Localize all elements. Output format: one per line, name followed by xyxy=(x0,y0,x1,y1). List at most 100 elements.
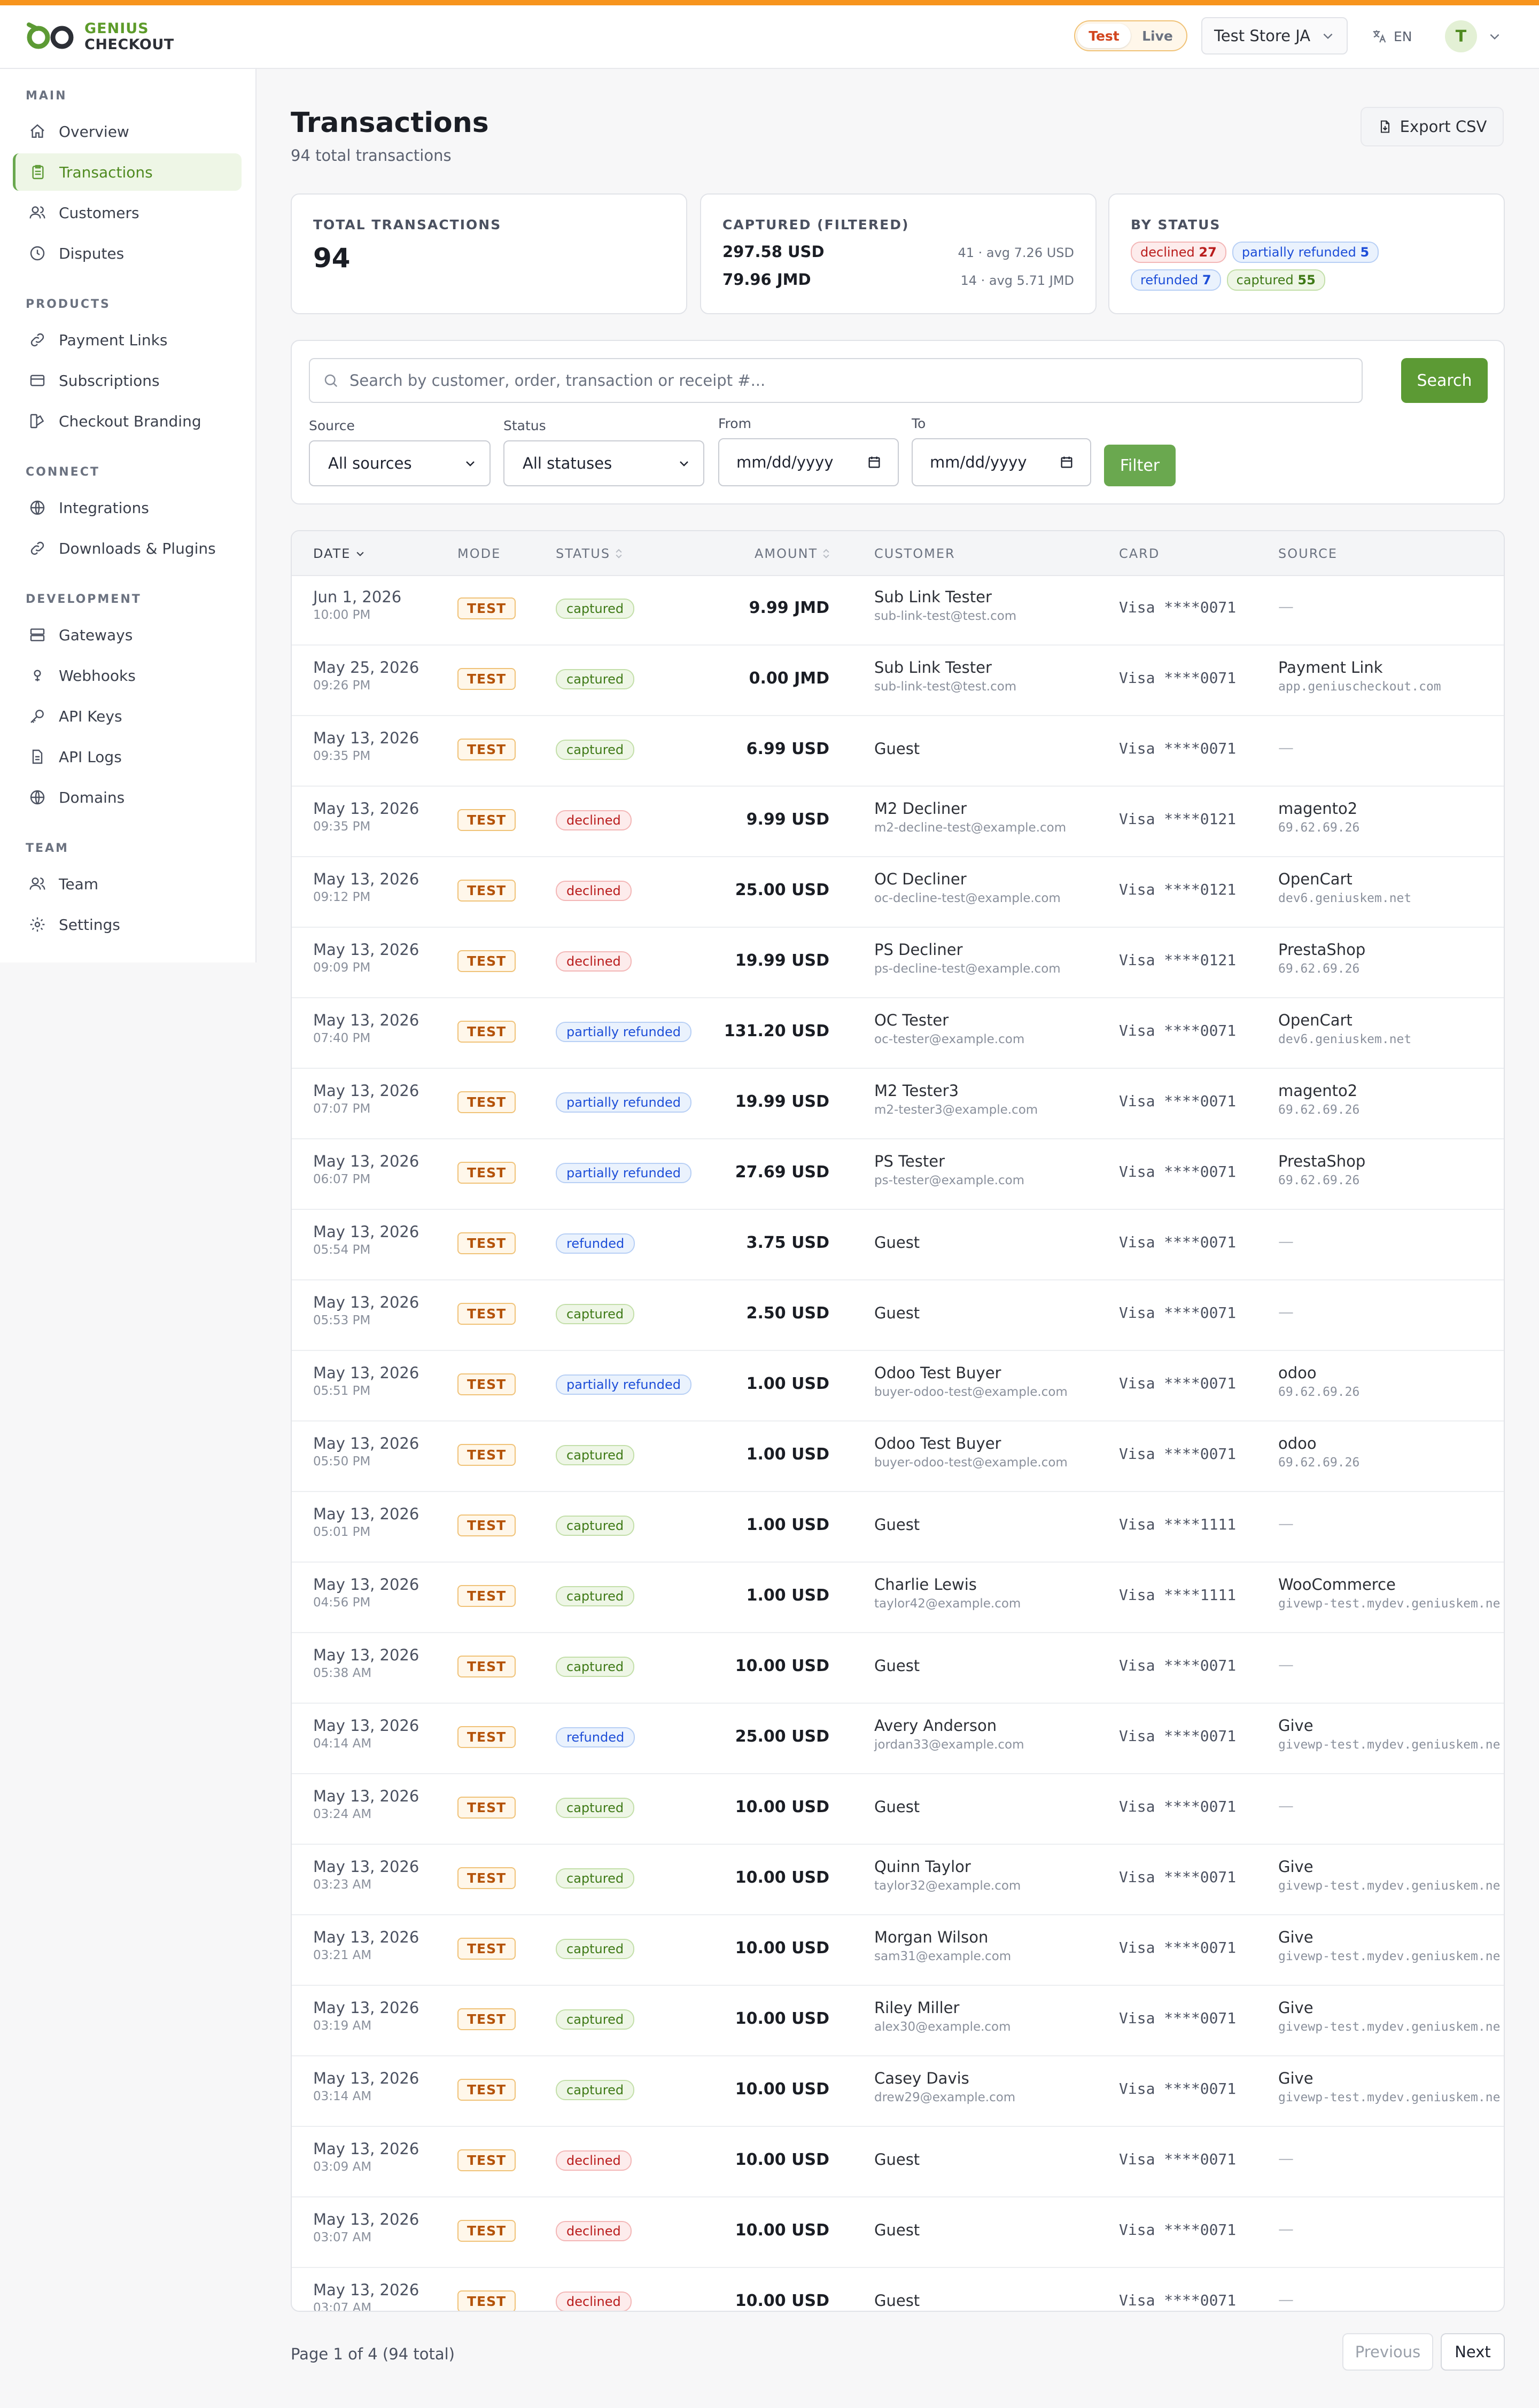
sidebar-item-label: Downloads & Plugins xyxy=(59,539,216,557)
sidebar-item-customers[interactable]: Customers xyxy=(13,194,242,231)
customer-cell: M2 Decliner m2-decline-test@example.com xyxy=(874,799,1066,835)
table-row[interactable]: May 13, 2026 05:54 PM TEST refunded 3.75 USD… xyxy=(292,1210,1504,1280)
table-row[interactable]: May 13, 2026 05:01 PM TEST captured 1.00 USD… xyxy=(292,1492,1504,1563)
sidebar-item-transactions[interactable]: Transactions xyxy=(13,153,242,191)
table-row[interactable]: May 13, 2026 05:53 PM TEST captured 2.50 USD… xyxy=(292,1280,1504,1351)
to-date-input[interactable]: mm/dd/yyyy xyxy=(912,438,1091,486)
sidebar-item-label: Team xyxy=(59,875,99,893)
table-row[interactable]: May 13, 2026 07:40 PM TEST partially refund… xyxy=(292,998,1504,1069)
export-csv-button[interactable]: Export CSV xyxy=(1361,107,1504,146)
transaction-date: May 13, 2026 xyxy=(313,2140,419,2158)
status-badge: declined xyxy=(556,2221,632,2241)
table-row[interactable]: May 13, 2026 03:14 AM TEST captured 10.00 US… xyxy=(292,2056,1504,2127)
status-badge: declined xyxy=(556,2292,632,2311)
customer-name: Guest xyxy=(874,2150,920,2169)
sidebar-item-team[interactable]: Team xyxy=(13,865,242,903)
filter-button[interactable]: Filter xyxy=(1104,445,1176,486)
from-date-input[interactable]: mm/dd/yyyy xyxy=(718,438,899,486)
status-badge-refunded[interactable]: refunded 7 xyxy=(1131,269,1221,291)
brand-logo[interactable]: GENIUS CHECKOUT xyxy=(26,19,174,53)
mode-test-button[interactable]: Test xyxy=(1077,24,1131,48)
source-select[interactable]: All sources xyxy=(309,440,491,486)
table-row[interactable]: May 25, 2026 09:26 PM TEST captured 0.00 JMD… xyxy=(292,646,1504,716)
table-row[interactable]: May 13, 2026 03:24 AM TEST captured 10.00 US… xyxy=(292,1774,1504,1845)
language-selector[interactable]: EN xyxy=(1371,26,1412,47)
table-row[interactable]: May 13, 2026 03:21 AM TEST captured 10.00 US… xyxy=(292,1915,1504,1986)
next-page-button[interactable]: Next xyxy=(1441,2333,1505,2371)
search-button[interactable]: Search xyxy=(1401,358,1488,403)
sidebar-item-gateways[interactable]: Gateways xyxy=(13,616,242,654)
table-row[interactable]: May 13, 2026 04:14 AM TEST refunded 25.00 US… xyxy=(292,1704,1504,1774)
customer-email: jordan33@example.com xyxy=(874,1738,1024,1752)
column-label: SOURCE xyxy=(1278,546,1338,561)
transaction-time: 04:56 PM xyxy=(313,1596,371,1610)
table-row[interactable]: May 13, 2026 09:35 PM TEST declined 9.99 USD… xyxy=(292,787,1504,857)
mode-badge: TEST xyxy=(457,1797,516,1819)
sidebar-item-payment-links[interactable]: Payment Links xyxy=(13,321,242,359)
store-selector[interactable]: Test Store JA xyxy=(1201,17,1348,55)
status-badge-partially-refunded[interactable]: partially refunded 5 xyxy=(1232,242,1379,263)
source-empty-dash: — xyxy=(1278,1656,1294,1674)
sidebar-item-disputes[interactable]: Disputes xyxy=(13,235,242,272)
sidebar-item-label: Payment Links xyxy=(59,331,168,349)
table-row[interactable]: May 13, 2026 04:56 PM TEST captured 1.00 USD… xyxy=(292,1563,1504,1633)
sidebar-item-overview[interactable]: Overview xyxy=(13,113,242,150)
table-row[interactable]: May 13, 2026 03:07 AM TEST declined 10.00 US… xyxy=(292,2197,1504,2268)
customer-cell: Sub Link Tester sub-link-test@test.com xyxy=(874,588,1016,623)
table-row[interactable]: May 13, 2026 09:09 PM TEST declined 19.99 US… xyxy=(292,928,1504,998)
search-input[interactable]: Search by customer, order, transaction o… xyxy=(309,358,1363,403)
customer-name: Guest xyxy=(874,2292,920,2310)
customer-name: Odoo Test Buyer xyxy=(874,1434,1001,1452)
calendar-icon xyxy=(868,456,880,468)
sidebar-item-api-keys[interactable]: API Keys xyxy=(13,697,242,735)
customer-email: oc-tester@example.com xyxy=(874,1032,1025,1046)
source-cell: PrestaShop 69.62.69.26 xyxy=(1278,941,1365,976)
column-header-amount[interactable]: AMOUNT xyxy=(755,546,830,561)
column-header-status[interactable]: STATUS xyxy=(556,546,623,561)
source-name: Give xyxy=(1278,1716,1313,1735)
transaction-time: 03:24 AM xyxy=(313,1807,372,1821)
status-badge: captured xyxy=(556,1586,635,1606)
status-badge-captured[interactable]: captured 55 xyxy=(1226,269,1325,291)
table-row[interactable]: May 13, 2026 09:12 PM TEST declined 25.00 US… xyxy=(292,857,1504,928)
status-badge: captured xyxy=(556,2080,635,2100)
filter-panel: Search by customer, order, transaction o… xyxy=(291,340,1505,504)
badge-count: 55 xyxy=(1297,273,1316,288)
table-row[interactable]: May 13, 2026 03:09 AM TEST declined 10.00 US… xyxy=(292,2127,1504,2197)
transaction-date: May 13, 2026 xyxy=(313,1787,419,1805)
sidebar-item-webhooks[interactable]: Webhooks xyxy=(13,657,242,694)
table-row[interactable]: May 13, 2026 03:07 AM TEST declined 10.00 US… xyxy=(292,2268,1504,2311)
table-row[interactable]: May 13, 2026 05:38 AM TEST captured 10.00 US… xyxy=(292,1633,1504,1704)
source-host: givewp-test.mydev.geniuskem.ne xyxy=(1278,1879,1501,1893)
captured-amount: 297.58 USD xyxy=(722,243,825,261)
status-select[interactable]: All statuses xyxy=(503,440,704,486)
table-row[interactable]: May 13, 2026 03:19 AM TEST captured 10.00 US… xyxy=(292,1986,1504,2056)
sidebar-item-api-logs[interactable]: API Logs xyxy=(13,738,242,775)
from-date-value: mm/dd/yyyy xyxy=(736,453,834,471)
date-cell: May 13, 2026 07:07 PM xyxy=(313,1082,419,1116)
table-row[interactable]: Jun 1, 2026 10:00 PM TEST captured 9.99 JMD S… xyxy=(292,575,1504,646)
mode-badge: TEST xyxy=(457,2220,516,2242)
customer-cell: OC Decliner oc-decline-test@example.com xyxy=(874,870,1061,905)
column-header-date[interactable]: DATE xyxy=(313,546,366,561)
table-row[interactable]: May 13, 2026 09:35 PM TEST captured 6.99 USD… xyxy=(292,716,1504,787)
previous-page-button[interactable]: Previous xyxy=(1342,2333,1433,2371)
table-row[interactable]: May 13, 2026 06:07 PM TEST partially refund… xyxy=(292,1139,1504,1210)
sidebar-item-domains[interactable]: Domains xyxy=(13,779,242,816)
table-row[interactable]: May 13, 2026 05:50 PM TEST captured 1.00 USD… xyxy=(292,1422,1504,1492)
table-row[interactable]: May 13, 2026 07:07 PM TEST partially refund… xyxy=(292,1069,1504,1139)
sidebar-item-settings[interactable]: Settings xyxy=(13,906,242,943)
sidebar-item-downloads-plugins[interactable]: Downloads & Plugins xyxy=(13,530,242,567)
status-badge-declined[interactable]: declined 27 xyxy=(1131,242,1226,263)
avatar: T xyxy=(1445,20,1477,52)
table-row[interactable]: May 13, 2026 03:23 AM TEST captured 10.00 US… xyxy=(292,1845,1504,1915)
table-row[interactable]: May 13, 2026 05:51 PM TEST partially refund… xyxy=(292,1351,1504,1422)
sidebar-item-checkout-branding[interactable]: Checkout Branding xyxy=(13,402,242,440)
mode-live-button[interactable]: Live xyxy=(1142,28,1173,44)
sidebar-item-label: Integrations xyxy=(59,499,149,517)
sidebar-item-label: Subscriptions xyxy=(59,371,160,390)
chevron-down-icon xyxy=(466,461,475,467)
user-menu[interactable]: T xyxy=(1445,20,1502,52)
sidebar-item-integrations[interactable]: Integrations xyxy=(13,489,242,526)
sidebar-item-subscriptions[interactable]: Subscriptions xyxy=(13,362,242,399)
